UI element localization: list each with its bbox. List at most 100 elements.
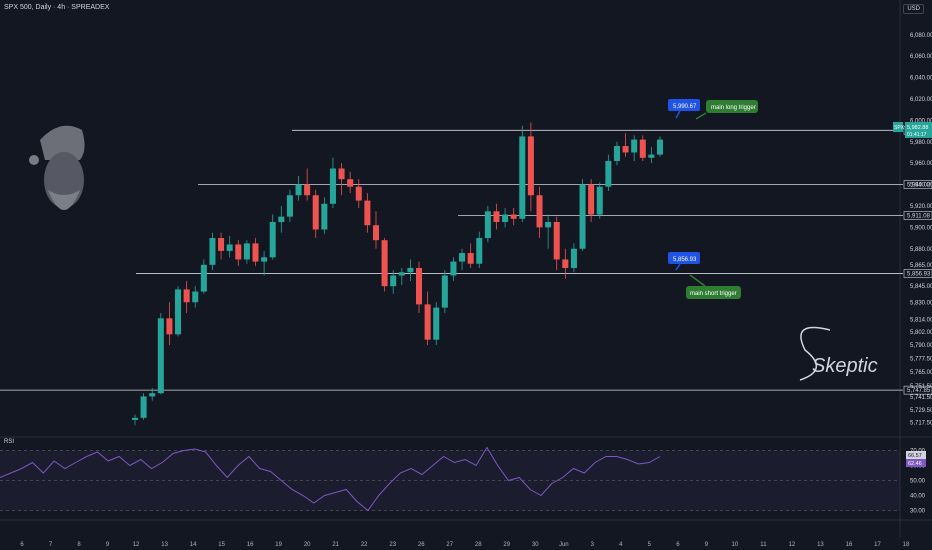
price-tick-label: 6,000.00 [910, 118, 932, 124]
candle [192, 286, 199, 308]
candle [502, 208, 509, 228]
candle [605, 154, 612, 191]
candle [510, 208, 517, 226]
candle [295, 175, 302, 201]
date-tick-label: 20 [304, 542, 311, 548]
candle [553, 216, 560, 271]
candle [467, 243, 474, 269]
candle [261, 250, 268, 276]
date-tick-label: 6 [676, 542, 680, 548]
price-axis: 6,080.00 6,060.00 6,040.00 6,020.00 6,000.00… [910, 33, 932, 427]
signature-text: Skeptic [812, 355, 878, 377]
candle [459, 248, 466, 271]
price-tick-label: 5,920.00 [910, 204, 932, 210]
chart-grid [0, 0, 932, 538]
currency-label[interactable]: USD [903, 4, 924, 14]
candle [588, 179, 595, 222]
price-tick-label: 5,751.50 [910, 384, 932, 390]
candle [545, 214, 552, 249]
candle [613, 141, 620, 166]
candle [200, 259, 207, 294]
candle [372, 211, 379, 249]
date-tick-label: 17 [874, 542, 881, 548]
price-tick-label: 6,080.00 [910, 33, 932, 39]
candle [183, 280, 190, 313]
candle [286, 189, 293, 222]
rsi-value-2: 62.46 [908, 461, 922, 467]
price-tick-label: 5,814.00 [910, 317, 932, 323]
candle [398, 268, 405, 286]
candle [278, 205, 285, 233]
price-badge-price: 5,982.88 [907, 125, 928, 131]
chart-title: SPX 500, Daily · 4h · SPREADEX [4, 4, 110, 11]
price-tick-label: 6,060.00 [910, 54, 932, 60]
price-tick-label: 5,830.00 [910, 300, 932, 306]
candle [347, 171, 354, 194]
candle [476, 231, 483, 269]
candle [149, 387, 156, 401]
horizontal-levels: 5,990.675,940.025,911.085,856.935,747.85 [0, 126, 932, 395]
date-tick-label: 13 [161, 542, 168, 548]
level-value-box [903, 180, 932, 189]
level-value-label: 5,940.02 [907, 183, 931, 189]
candle [579, 179, 586, 251]
candle [209, 232, 216, 271]
price-tick-label: 5,765.00 [910, 370, 932, 376]
rsi-line [0, 446, 661, 512]
level-value-label: 5,856.93 [907, 271, 931, 277]
candle [424, 291, 431, 346]
short-annotation[interactable]: 5,856.93 main short trigger [668, 252, 741, 299]
candle [364, 193, 371, 233]
date-tick-label: 14 [190, 542, 197, 548]
price-tick-label: 5,741.50 [910, 395, 932, 401]
date-tick-label: 16 [846, 542, 853, 548]
candle [355, 179, 362, 209]
date-axis: 6 7 8 9 12 13 14 15 16 19 20 21 22 23 26 27 28 29 30 Jun 3 4 5… [20, 542, 910, 548]
date-tick-label: 18 [903, 542, 910, 548]
candle [157, 312, 164, 395]
date-tick-label: 7 [49, 542, 53, 548]
date-tick-label: 28 [475, 542, 482, 548]
price-tick-label: 5,717.50 [910, 421, 932, 427]
candle [656, 136, 664, 157]
price-tick-label: 6,020.00 [910, 97, 932, 103]
rsi-value-1: 66.57 [908, 453, 922, 459]
price-tick-label: 5,940.00 [910, 183, 932, 189]
candle [218, 232, 225, 260]
candle [235, 240, 242, 266]
candle [243, 240, 250, 264]
candle [321, 197, 328, 234]
long-trigger-label: main long trigger [711, 105, 756, 111]
candle [536, 186, 543, 239]
date-tick-label: 21 [332, 542, 339, 548]
price-tick-label: 5,845.00 [910, 284, 932, 290]
rsi-label: RSI [4, 439, 15, 445]
candle [140, 393, 147, 420]
candle [329, 157, 336, 209]
candle [390, 270, 397, 294]
price-tick-label: 5,880.00 [910, 247, 932, 253]
candle [175, 286, 182, 337]
date-tick-label: 12 [789, 542, 796, 548]
date-tick-label: 23 [389, 542, 396, 548]
date-tick-label: 26 [418, 542, 425, 548]
rsi-tick-label: 40.00 [910, 494, 926, 500]
candle [450, 257, 457, 281]
date-tick-label: 11 [760, 542, 767, 548]
candle [493, 203, 500, 230]
date-tick-label: 13 [817, 542, 824, 548]
candle [131, 414, 139, 426]
short-value-label: 5,856.93 [673, 257, 697, 263]
rsi-tick-label: 50.00 [910, 479, 926, 485]
candle [433, 302, 440, 346]
candle [484, 205, 491, 243]
short-trigger-label: main short trigger [690, 291, 737, 297]
date-tick-label: 19 [275, 542, 282, 548]
long-annotation[interactable]: 5,990.67 main long trigger [668, 99, 758, 120]
signature: Skeptic [799, 326, 878, 381]
level-value-label: 5,911.08 [907, 213, 931, 219]
candle [304, 168, 311, 201]
candle [631, 135, 638, 162]
